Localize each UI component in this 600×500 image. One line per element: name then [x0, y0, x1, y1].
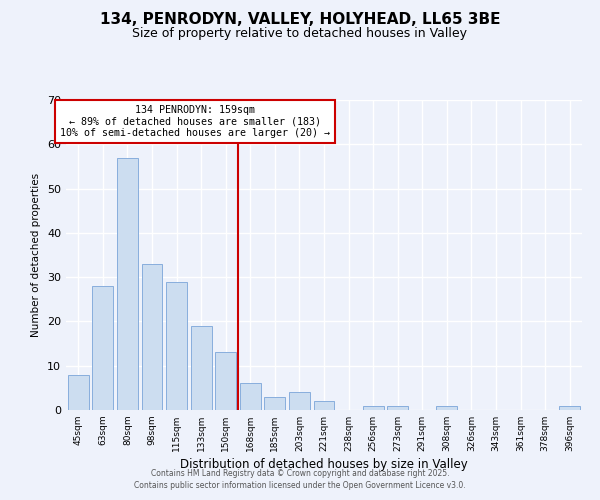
- Bar: [289, 392, 310, 410]
- X-axis label: Distribution of detached houses by size in Valley: Distribution of detached houses by size …: [180, 458, 468, 471]
- Bar: [314, 401, 334, 410]
- Bar: [142, 264, 163, 410]
- Text: Contains public sector information licensed under the Open Government Licence v3: Contains public sector information licen…: [134, 481, 466, 490]
- Bar: [68, 374, 89, 410]
- Bar: [265, 396, 286, 410]
- Bar: [92, 286, 113, 410]
- Bar: [166, 282, 187, 410]
- Bar: [240, 384, 261, 410]
- Bar: [191, 326, 212, 410]
- Bar: [117, 158, 138, 410]
- Bar: [362, 406, 383, 410]
- Bar: [215, 352, 236, 410]
- Text: 134 PENRODYN: 159sqm
← 89% of detached houses are smaller (183)
10% of semi-deta: 134 PENRODYN: 159sqm ← 89% of detached h…: [60, 104, 330, 138]
- Y-axis label: Number of detached properties: Number of detached properties: [31, 173, 41, 337]
- Text: 134, PENRODYN, VALLEY, HOLYHEAD, LL65 3BE: 134, PENRODYN, VALLEY, HOLYHEAD, LL65 3B…: [100, 12, 500, 28]
- Bar: [559, 406, 580, 410]
- Text: Size of property relative to detached houses in Valley: Size of property relative to detached ho…: [133, 28, 467, 40]
- Bar: [436, 406, 457, 410]
- Text: Contains HM Land Registry data © Crown copyright and database right 2025.: Contains HM Land Registry data © Crown c…: [151, 468, 449, 477]
- Bar: [387, 406, 408, 410]
